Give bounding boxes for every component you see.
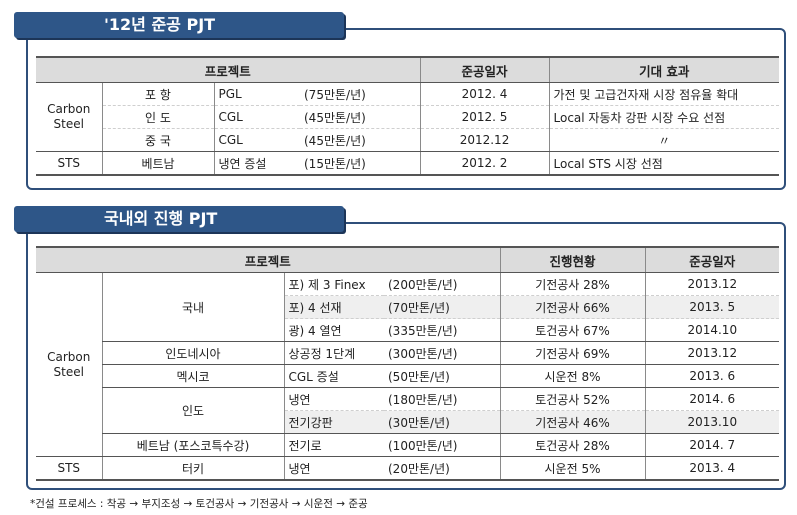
header-status: 진행현황 xyxy=(499,246,646,273)
status-cell: 시운전 5% xyxy=(499,456,646,481)
date-cell: 2013.10 xyxy=(644,410,780,434)
status-cell: 토건공사 52% xyxy=(499,387,646,411)
capacity-cell: (70만톤/년) xyxy=(384,295,501,319)
effect-cell: 〃 xyxy=(548,128,780,152)
table-row: 인도네시아 상공정 1단계 (300만톤/년) 기전공사 69% 2013.12 xyxy=(36,341,780,365)
plant-cell: 상공정 1단계 xyxy=(283,341,384,365)
capacity-cell: (50만톤/년) xyxy=(384,364,501,388)
status-cell: 토건공사 67% xyxy=(499,318,646,342)
status-cell: 기전공사 66% xyxy=(499,295,646,319)
plant-cell: 냉연 xyxy=(283,456,384,481)
construction-process-footnote: *건설 프로세스 : 착공 → 부지조성 → 토건공사 → 기전공사 → 시운전… xyxy=(30,498,368,510)
table-row: 광) 4 열연 (335만톤/년) 토건공사 67% 2014.10 xyxy=(36,318,780,342)
status-cell: 시운전 8% xyxy=(499,364,646,388)
ongoing-projects-table: 프로젝트 진행현황 준공일자 Carbon Steel 국내 포) 제 3 Fi… xyxy=(36,246,780,481)
plant-cell: 냉연 xyxy=(283,387,384,411)
table-header-row: 프로젝트 준공일자 기대 효과 xyxy=(36,56,780,83)
capacity-cell: (335만톤/년) xyxy=(384,318,501,342)
status-cell: 기전공사 28% xyxy=(499,272,646,296)
capacity-cell: (45만톤/년) xyxy=(300,105,421,129)
table-row: 포) 4 선재 (70만톤/년) 기전공사 66% 2013. 5 xyxy=(36,295,780,319)
region-cell: 인도네시아 xyxy=(101,341,284,365)
table-row: 멕시코 CGL 증설 (50만톤/년) 시운전 8% 2013. 6 xyxy=(36,364,780,388)
table-row: Carbon Steel 포 항 PGL (75만톤/년) 2012. 4 가전… xyxy=(36,82,780,152)
capacity-cell: (180만톤/년) xyxy=(384,387,501,411)
header-project: 프로젝트 xyxy=(36,56,421,83)
capacity-cell: (200만톤/년) xyxy=(384,272,501,296)
completed-projects-table: 프로젝트 준공일자 기대 효과 Carbon Steel 포 항 PGL (75… xyxy=(36,56,780,176)
group-carbon-steel: Carbon Steel xyxy=(36,82,102,152)
date-cell: 2012.12 xyxy=(419,128,550,152)
capacity-cell: (300만톤/년) xyxy=(384,341,501,365)
region-cell: 인도 xyxy=(101,387,284,434)
date-cell: 2013.12 xyxy=(644,341,780,365)
effect-cell: Local 자동차 강판 시장 수요 선점 xyxy=(548,105,780,129)
header-project: 프로젝트 xyxy=(36,246,501,273)
region-cell: 멕시코 xyxy=(101,364,284,388)
date-cell: 2013.12 xyxy=(644,272,780,296)
effect-cell: 가전 및 고급건자재 시장 점유율 확대 xyxy=(548,82,780,106)
plant-cell: 전기로 xyxy=(283,433,384,457)
date-cell: 2013. 5 xyxy=(644,295,780,319)
plant-cell: 포) 제 3 Finex xyxy=(283,272,384,296)
region-cell: 베트남 (포스코특수강) xyxy=(101,433,284,457)
table-row: 인 도 CGL (45만톤/년) 2012. 5 Local 자동차 강판 시장… xyxy=(36,105,780,129)
group-sts: STS xyxy=(36,456,102,481)
plant-cell: 전기강판 xyxy=(283,410,384,434)
date-cell: 2012. 5 xyxy=(419,105,550,129)
group-sts: STS xyxy=(36,151,102,176)
capacity-cell: (20만톤/년) xyxy=(384,456,501,481)
location-cell: 중 국 xyxy=(101,128,214,152)
date-cell: 2012. 2 xyxy=(419,151,550,176)
capacity-cell: (75만톤/년) xyxy=(300,82,421,106)
plant-cell: CGL xyxy=(213,128,300,152)
location-cell: 베트남 xyxy=(101,151,214,176)
date-cell: 2013. 6 xyxy=(644,364,780,388)
group-carbon-steel: Carbon Steel xyxy=(36,272,102,457)
plant-cell: 광) 4 열연 xyxy=(283,318,384,342)
status-cell: 기전공사 69% xyxy=(499,341,646,365)
location-cell: 인 도 xyxy=(101,105,214,129)
table-row: 전기강판 (30만톤/년) 기전공사 46% 2013.10 xyxy=(36,410,780,434)
location-cell: 포 항 xyxy=(101,82,214,106)
date-cell: 2014. 6 xyxy=(644,387,780,411)
plant-cell: PGL xyxy=(213,82,300,106)
plant-cell: 냉연 증설 xyxy=(213,151,300,176)
header-date: 준공일자 xyxy=(644,246,780,273)
capacity-cell: (15만톤/년) xyxy=(300,151,421,176)
table-row: STS 베트남 냉연 증설 (15만톤/년) 2012. 2 Local STS… xyxy=(36,151,780,176)
table-header-row: 프로젝트 진행현황 준공일자 xyxy=(36,246,780,273)
region-cell: 터키 xyxy=(101,456,284,481)
table-row: 인도 냉연 (180만톤/년) 토건공사 52% 2014. 6 xyxy=(36,387,780,434)
status-cell: 토건공사 28% xyxy=(499,433,646,457)
table-row: 베트남 (포스코특수강) 전기로 (100만톤/년) 토건공사 28% 2014… xyxy=(36,433,780,457)
plant-cell: 포) 4 선재 xyxy=(283,295,384,319)
effect-cell: Local STS 시장 선점 xyxy=(548,151,780,176)
date-cell: 2014.10 xyxy=(644,318,780,342)
status-cell: 기전공사 46% xyxy=(499,410,646,434)
plant-cell: CGL xyxy=(213,105,300,129)
completed-projects-title: '12년 준공 PJT xyxy=(14,12,344,38)
ongoing-projects-title: 국내외 진행 PJT xyxy=(14,206,344,232)
date-cell: 2014. 7 xyxy=(644,433,780,457)
date-cell: 2013. 4 xyxy=(644,456,780,481)
table-row: STS 터키 냉연 (20만톤/년) 시운전 5% 2013. 4 xyxy=(36,456,780,481)
region-cell: 국내 xyxy=(101,272,284,342)
header-effect: 기대 효과 xyxy=(548,56,780,83)
header-date: 준공일자 xyxy=(419,56,550,83)
capacity-cell: (100만톤/년) xyxy=(384,433,501,457)
capacity-cell: (30만톤/년) xyxy=(384,410,501,434)
table-row: Carbon Steel 국내 포) 제 3 Finex (200만톤/년) 기… xyxy=(36,272,780,457)
table-row: 중 국 CGL (45만톤/년) 2012.12 〃 xyxy=(36,128,780,152)
capacity-cell: (45만톤/년) xyxy=(300,128,421,152)
plant-cell: CGL 증설 xyxy=(283,364,384,388)
date-cell: 2012. 4 xyxy=(419,82,550,106)
